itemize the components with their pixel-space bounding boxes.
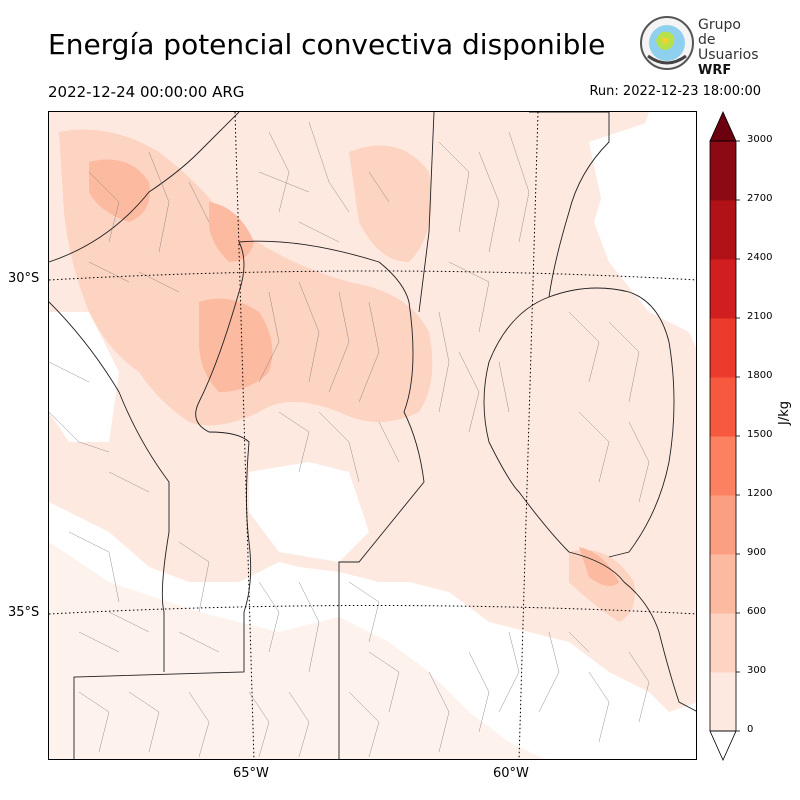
lat-label-30s: 30°S xyxy=(8,271,40,286)
wrf-logo: Grupo de Usuarios WRF xyxy=(638,14,759,78)
colorbar-tick-label-300: 300 xyxy=(747,665,767,676)
logo-line-2: Usuarios xyxy=(698,47,759,63)
colorbar xyxy=(709,111,740,761)
lon-label-60w: 60°W xyxy=(493,766,529,781)
lon-line-65w xyxy=(234,112,255,759)
colorbar-band-1200 xyxy=(710,436,736,496)
lon-label-65w: 65°W xyxy=(233,766,269,781)
colorbar-band-0 xyxy=(710,672,736,732)
colorbar-tick-label-3000: 3000 xyxy=(747,134,773,145)
cape-band-300-600 xyxy=(59,129,433,426)
cape-field xyxy=(49,112,696,759)
cape-band-600-900 xyxy=(199,298,273,392)
colorbar-band-1500 xyxy=(710,377,736,437)
run-time: Run: 2022-12-23 18:00:00 xyxy=(589,84,761,99)
cape-band-600-900-north xyxy=(89,159,150,222)
lat-label-35s: 35°S xyxy=(8,605,40,620)
map-panel xyxy=(48,111,697,760)
colorbar-tick-label-1200: 1200 xyxy=(747,488,773,499)
colorbar-band-2400 xyxy=(710,200,736,260)
colorbar-band-600 xyxy=(710,554,736,614)
colorbar-band-900 xyxy=(710,495,736,555)
cape-clear-area-w xyxy=(49,312,119,442)
province-boundaries xyxy=(49,112,696,759)
logo-line-3: WRF xyxy=(698,63,732,78)
colorbar-tick-label-1800: 1800 xyxy=(747,370,773,381)
colorbar-tick-label-600: 600 xyxy=(747,606,767,617)
cape-band-0-300-south xyxy=(49,542,545,759)
globe-icon xyxy=(640,16,694,70)
colorbar-tick-label-0: 0 xyxy=(747,724,754,735)
colorbar-extend-high xyxy=(709,111,737,142)
cape-clear-area xyxy=(249,462,369,562)
colorbar-band-1800 xyxy=(710,318,736,378)
colorbar-tick-label-900: 900 xyxy=(747,547,767,558)
colorbar-band-2100 xyxy=(710,259,736,319)
lon-line-60w xyxy=(518,112,539,759)
graticule xyxy=(49,112,696,759)
lat-line-30s xyxy=(49,270,696,281)
cape-band-600-900-coast xyxy=(579,547,619,586)
colorbar-unit: J/kg xyxy=(777,401,792,425)
cape-band-300-600-east xyxy=(349,145,432,262)
lat-line-35s xyxy=(49,605,696,615)
colorbar-band-300 xyxy=(710,613,736,673)
cape-band-600-900-center xyxy=(209,202,254,262)
department-boundaries xyxy=(49,121,650,758)
colorbar-tick-label-2700: 2700 xyxy=(747,193,773,204)
map-title: Energía potencial convectiva disponible xyxy=(48,28,606,61)
colorbar-band-2700 xyxy=(710,141,736,201)
cape-clear-area-ne xyxy=(589,122,696,312)
colorbar-tick-label-2100: 2100 xyxy=(747,311,773,322)
cape-band-300-600-se xyxy=(569,550,635,622)
colorbar-tick-label-2400: 2400 xyxy=(747,252,773,263)
colorbar-tick-label-1500: 1500 xyxy=(747,429,773,440)
colorbar-extend-low xyxy=(709,730,737,761)
logo-line-1: Grupo de xyxy=(698,17,741,48)
valid-time: 2022-12-24 00:00:00 ARG xyxy=(48,83,245,101)
